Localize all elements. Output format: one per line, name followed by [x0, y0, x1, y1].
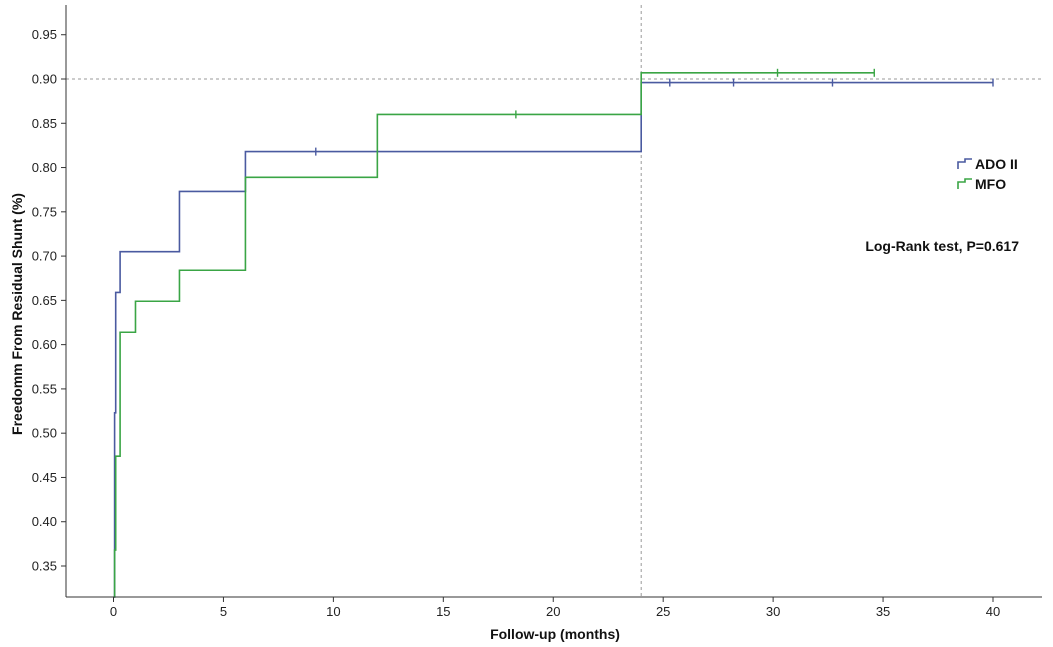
y-tick-label: 0.90	[32, 72, 57, 87]
y-tick-label: 0.35	[32, 559, 57, 574]
x-tick-label: 10	[326, 604, 340, 619]
y-tick-label: 0.70	[32, 249, 57, 264]
y-tick-label: 0.50	[32, 426, 57, 441]
legend-swatch-mfo	[957, 178, 972, 189]
x-tick-label: 35	[876, 604, 890, 619]
series-line-ado-ii	[113, 81, 993, 598]
x-tick-label: 20	[546, 604, 560, 619]
legend: ADO II MFO	[957, 156, 1018, 192]
legend-label-mfo: MFO	[975, 176, 1006, 192]
x-tick-label: 40	[986, 604, 1000, 619]
y-tick-label: 0.45	[32, 470, 57, 485]
y-tick-label: 0.75	[32, 204, 57, 219]
log-rank-annotation: Log-Rank test, P=0.617	[865, 238, 1019, 254]
x-tick-label: 0	[110, 604, 117, 619]
legend-swatch-ado-ii	[957, 158, 972, 169]
axes: 0.35 0.40 0.45 0.50 0.55 0.60 0.65 0.70 0.75 0.80…	[32, 5, 1042, 619]
x-tick-label: 15	[436, 604, 450, 619]
x-tick-label: 30	[766, 604, 780, 619]
y-tick-label: 0.55	[32, 381, 57, 396]
y-tick-label: 0.95	[32, 27, 57, 42]
y-tick-label: 0.80	[32, 160, 57, 175]
y-axis-title: Freedomm From Residual Shunt (%)	[9, 193, 25, 435]
x-axis-title: Follow-up (months)	[490, 626, 620, 642]
series-lines	[113, 68, 994, 598]
reference-lines	[66, 5, 1042, 597]
legend-label-ado-ii: ADO II	[975, 156, 1018, 172]
series-line-mfo	[113, 72, 875, 598]
x-tick-label: 5	[220, 604, 227, 619]
y-tick-label: 0.85	[32, 116, 57, 131]
y-tick-label: 0.60	[32, 337, 57, 352]
y-tick-label: 0.40	[32, 514, 57, 529]
x-tick-label: 25	[656, 604, 670, 619]
y-tick-label: 0.65	[32, 293, 57, 308]
